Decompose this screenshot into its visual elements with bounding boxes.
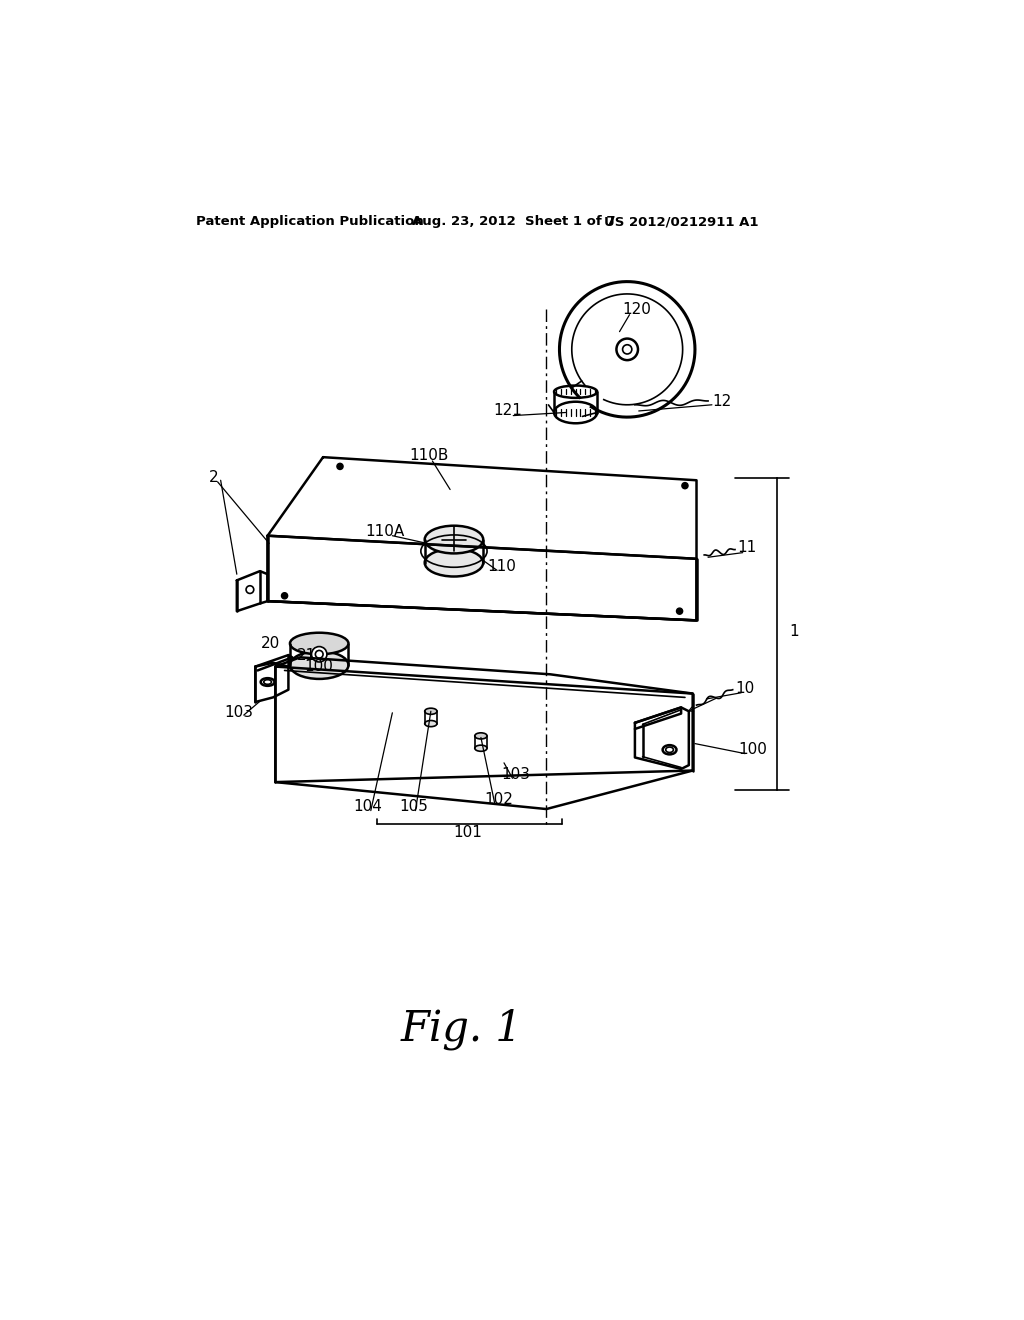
Ellipse shape — [261, 678, 274, 686]
Text: 105: 105 — [399, 799, 428, 814]
Text: 103: 103 — [224, 705, 253, 721]
Text: 103: 103 — [501, 767, 530, 781]
Ellipse shape — [475, 733, 487, 739]
Ellipse shape — [290, 651, 348, 678]
Ellipse shape — [264, 680, 271, 684]
Text: 101: 101 — [454, 825, 482, 840]
Ellipse shape — [663, 744, 677, 755]
Text: 121: 121 — [494, 404, 522, 418]
Text: 11: 11 — [737, 540, 756, 554]
Text: 110A: 110A — [365, 524, 404, 539]
Text: 100: 100 — [738, 742, 767, 758]
Text: 21: 21 — [297, 648, 315, 664]
Text: 102: 102 — [484, 792, 513, 807]
Ellipse shape — [425, 549, 483, 577]
Ellipse shape — [666, 747, 674, 752]
Text: 110: 110 — [487, 558, 516, 574]
Circle shape — [246, 586, 254, 594]
Text: 20: 20 — [261, 636, 281, 651]
Text: US 2012/0212911 A1: US 2012/0212911 A1 — [604, 215, 759, 228]
Circle shape — [315, 651, 323, 659]
Text: 104: 104 — [353, 799, 382, 814]
Circle shape — [337, 463, 343, 470]
Text: Aug. 23, 2012  Sheet 1 of 7: Aug. 23, 2012 Sheet 1 of 7 — [412, 215, 615, 228]
Text: Fig. 1: Fig. 1 — [400, 1007, 522, 1049]
Circle shape — [682, 483, 688, 488]
Text: 12: 12 — [713, 395, 731, 409]
Text: Patent Application Publication: Patent Application Publication — [196, 215, 424, 228]
Text: 2: 2 — [209, 470, 218, 486]
Circle shape — [677, 609, 683, 614]
Ellipse shape — [475, 744, 487, 751]
Text: 10: 10 — [735, 681, 755, 696]
Text: 110B: 110B — [410, 447, 449, 463]
Ellipse shape — [425, 721, 437, 726]
Text: 100: 100 — [305, 659, 334, 675]
Circle shape — [311, 647, 327, 663]
Ellipse shape — [425, 708, 437, 714]
Circle shape — [282, 593, 288, 599]
Text: 1: 1 — [790, 624, 799, 639]
Ellipse shape — [290, 632, 348, 655]
Text: 120: 120 — [623, 302, 651, 317]
Ellipse shape — [425, 525, 483, 553]
